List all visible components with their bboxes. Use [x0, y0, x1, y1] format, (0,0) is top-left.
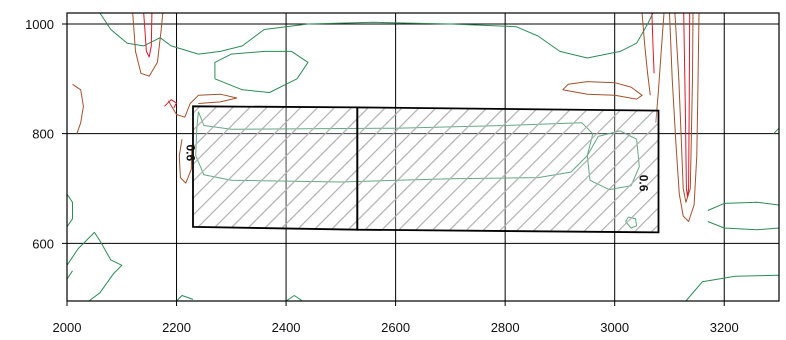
contour-line-high: [683, 12, 691, 198]
x-tick-label: 2200: [162, 320, 191, 335]
contour-line-mid: [669, 12, 700, 222]
x-tick-label: 2800: [491, 320, 520, 335]
plot-area-border: [66, 12, 780, 302]
hatched-region-1: [192, 105, 359, 231]
contour-line-mid: [641, 12, 651, 96]
contour-line-mid: [167, 93, 238, 118]
contour-line-low: [66, 231, 123, 302]
contour-line-high: [651, 12, 655, 74]
hatched-region-2: [356, 106, 660, 234]
contour-line-low: [707, 221, 780, 231]
x-tick-label: 2600: [381, 320, 410, 335]
contour-line-high: [164, 99, 177, 109]
contour-line-low: [66, 270, 73, 280]
contour-line-mid: [674, 12, 694, 203]
contour-line-low: [773, 127, 780, 135]
contour-line-mid: [178, 139, 193, 184]
contour-value-label: 0.6: [636, 175, 650, 192]
contour-line-low: [285, 295, 303, 302]
contour-line-mid: [655, 12, 665, 123]
contour-labels: 0.6 0.6: [183, 145, 650, 192]
x-tick-label: 2400: [272, 320, 301, 335]
contour-line-low: [707, 201, 780, 211]
contour-line-low: [685, 274, 780, 302]
x-axis-ticks: 2000 2200 2400 2600 2800 3000 3200: [53, 320, 739, 335]
contour-line-high: [143, 12, 153, 58]
contour-line-low: [176, 295, 194, 302]
hatched-regions: [192, 105, 660, 234]
y-tick-label: 600: [32, 236, 54, 251]
y-tick-label: 800: [32, 127, 54, 142]
contour-line-low: [66, 193, 73, 228]
y-tick-label: 1000: [25, 17, 54, 32]
y-axis-ticks: 600 800 1000: [25, 17, 54, 251]
contour-line-mid: [562, 81, 643, 100]
x-tick-label: 3000: [600, 320, 629, 335]
contour-line-low: [214, 50, 309, 93]
contour-line-mid: [72, 83, 84, 134]
contour-value-label: 0.6: [183, 145, 197, 162]
x-tick-label: 2000: [53, 320, 82, 335]
contour-line-mid: [132, 12, 164, 77]
plot-frame: [66, 12, 780, 302]
contour-line-low: [99, 12, 654, 59]
x-tick-label: 3200: [710, 320, 739, 335]
